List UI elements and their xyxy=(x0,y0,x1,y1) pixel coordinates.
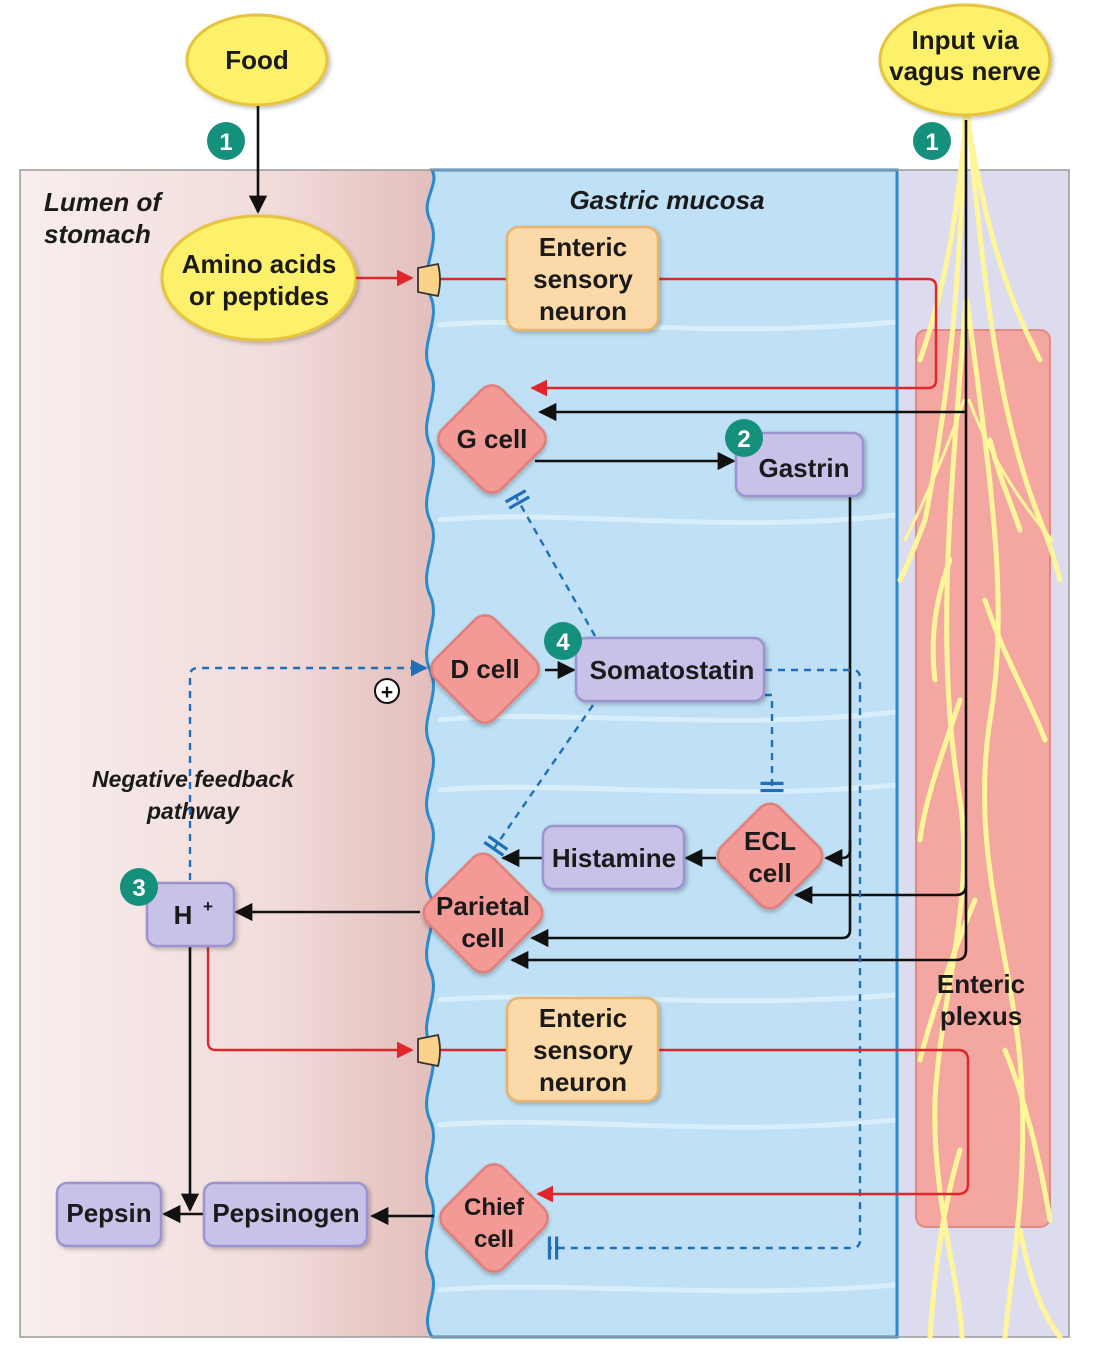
lumen-label-line2: stomach xyxy=(44,219,151,249)
somatostatin-box: Somatostatin xyxy=(574,636,766,703)
ens-lower-line1: Enteric xyxy=(539,1003,627,1033)
vagus-to-parietal-arrow xyxy=(510,120,968,970)
ens-upper-line2: sensory xyxy=(533,264,633,294)
parietal-cell: Parietal cell xyxy=(422,852,544,974)
ens-lower-line2: sensory xyxy=(533,1035,633,1065)
negative-feedback-label-line2: pathway xyxy=(146,798,240,824)
pepsin-label: Pepsin xyxy=(66,1198,151,1228)
negative-feedback-label-line1: Negative feedback xyxy=(92,766,295,792)
h-ion-label: H xyxy=(174,900,193,930)
chemoreceptor-lower xyxy=(417,1033,441,1068)
gastric-mucosa-label: Gastric mucosa xyxy=(569,185,764,215)
step-badge-somatostatin: 4 xyxy=(544,622,582,660)
step-badge-gastrin: 2 xyxy=(725,419,763,457)
diagram-frame xyxy=(19,169,1070,1338)
amino-acids-ellipse: Amino acids or peptides xyxy=(160,214,358,342)
pepsin-box: Pepsin xyxy=(55,1181,163,1248)
vagus-nerve-fibers xyxy=(897,112,1063,1340)
histamine-label: Histamine xyxy=(552,843,676,873)
amino-label-line1: Amino acids xyxy=(182,249,337,279)
step-number-gastrin: 2 xyxy=(737,426,750,453)
amino-label-line2: or peptides xyxy=(189,281,329,311)
stimulation-plus-sign: + xyxy=(374,678,400,704)
somatostatin-inhibits-chief xyxy=(547,668,862,1260)
ens-lower-line3: neuron xyxy=(539,1067,627,1097)
histamine-box: Histamine xyxy=(541,824,686,891)
step-number-h: 3 xyxy=(132,875,145,902)
ecl-cell: ECL cell xyxy=(716,802,824,910)
chief-cell: Chief cell xyxy=(439,1163,549,1273)
step-badge-h: 3 xyxy=(120,868,158,906)
somatostatin-inhibits-parietal xyxy=(483,704,594,857)
h-to-receptor-arrow xyxy=(206,946,414,1059)
vagus-input-ellipse: Input via vagus nerve xyxy=(878,3,1052,117)
lumen-label-line1: Lumen of xyxy=(44,187,163,217)
lumen-region xyxy=(20,170,440,1337)
somatostatin-inhibits-ecl xyxy=(760,693,784,793)
g-cell: G cell xyxy=(437,384,547,494)
enteric-sensory-neuron-lower: Enteric sensory neuron xyxy=(505,996,660,1103)
enteric-plexus-label-line2: plexus xyxy=(940,1001,1022,1031)
gastrin-to-parietal-arrow xyxy=(530,840,852,948)
parietal-cell-label-line1: Parietal xyxy=(436,891,530,921)
step-number-food: 1 xyxy=(219,129,232,156)
h-ion-superscript: + xyxy=(203,897,213,916)
parietal-cell-label-line2: cell xyxy=(461,923,504,953)
vagus-to-ecl-arrow xyxy=(794,884,968,905)
vagus-label-line2: vagus nerve xyxy=(889,56,1041,86)
ens-upper-line1: Enteric xyxy=(539,232,627,262)
d-cell: D cell xyxy=(430,614,540,724)
pepsinogen-label: Pepsinogen xyxy=(212,1198,359,1228)
gastric-mucosa-region xyxy=(425,168,899,1339)
pepsinogen-box: Pepsinogen xyxy=(202,1181,369,1248)
d-cell-label: D cell xyxy=(450,654,519,684)
neuron-to-gcell-arrow xyxy=(530,277,938,397)
somatostatin-inhibits-gcell xyxy=(504,489,597,637)
chief-cell-label-line2: cell xyxy=(474,1226,514,1253)
step-number-somatostatin: 4 xyxy=(556,629,570,656)
gastrin-label: Gastrin xyxy=(758,453,849,483)
ens-upper-line3: neuron xyxy=(539,296,627,326)
enteric-plexus-label-line1: Enteric xyxy=(937,969,1025,999)
step-badge-food: 1 xyxy=(207,122,245,160)
negative-feedback-arrow xyxy=(188,659,428,880)
enteric-sensory-neuron-upper: Enteric sensory neuron xyxy=(505,225,660,332)
food-label: Food xyxy=(225,45,289,75)
step-number-vagus: 1 xyxy=(925,129,938,156)
somatostatin-label: Somatostatin xyxy=(590,655,755,685)
step-badge-vagus: 1 xyxy=(913,122,951,160)
h-ion-box: H + xyxy=(145,881,236,948)
ecl-cell-label-line2: cell xyxy=(748,858,791,888)
food-ellipse: Food xyxy=(185,13,329,107)
g-cell-label: G cell xyxy=(457,424,528,454)
ecl-cell-label-line1: ECL xyxy=(744,826,796,856)
gastrin-box: Gastrin xyxy=(734,431,865,498)
vagus-label-line1: Input via xyxy=(912,25,1019,55)
chemoreceptor-upper xyxy=(417,262,441,298)
neuron-to-chief-arrow xyxy=(536,1048,970,1203)
chief-cell-label-line1: Chief xyxy=(464,1194,525,1221)
plus-sign-glyph: + xyxy=(381,681,393,704)
